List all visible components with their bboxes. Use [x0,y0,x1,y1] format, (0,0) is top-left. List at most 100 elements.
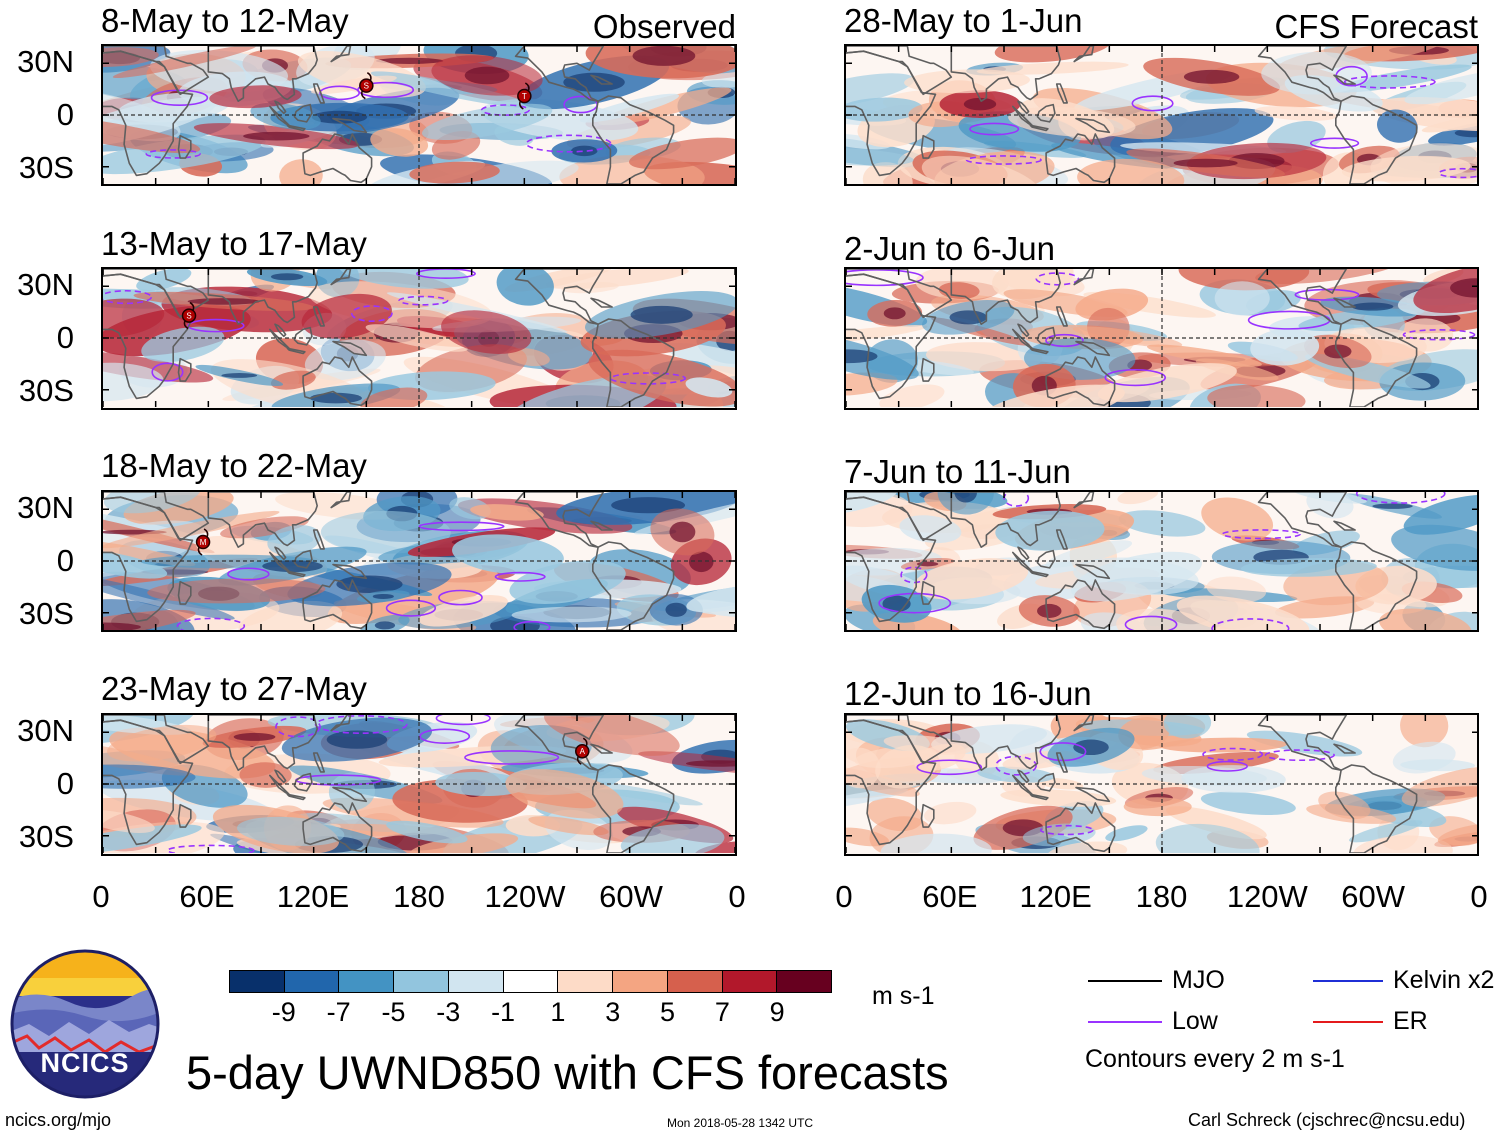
cyclone-letter: A [580,747,586,756]
latitude-label: 0 [56,97,74,132]
colorbar-tick-label: 7 [714,997,730,1027]
panel-title-fcst-1: 28-May to 1-Jun [844,2,1083,39]
tropical-cyclone-icon: M [195,528,211,556]
longitude-label: 120E [1019,879,1092,914]
colorbar-tick-label: -3 [436,997,461,1027]
anomaly-field [103,269,735,407]
colorbar-units: m s-1 [872,982,935,1010]
legend-kelvin-line [1313,980,1383,982]
colorbar-tick-label: 9 [769,997,785,1027]
longitude-label: 60W [1341,879,1406,914]
footer-url[interactable]: ncics.org/mjo [5,1110,112,1130]
colorbar-swatch [447,971,503,992]
legend-er-label: ER [1393,1007,1428,1035]
colorbar [229,970,832,993]
latitude-label: 0 [56,543,74,578]
legend-mjo-line [1088,980,1162,982]
logo-text: NCICS [40,1048,130,1078]
colorbar-swatch [338,971,394,992]
panel-title-obs-4: 23-May to 27-May [101,670,367,707]
coastlines [846,492,1418,630]
longitude-label: 0 [92,879,110,914]
map-panel-observed-4: A [101,713,737,856]
colorbar-tick-label: -7 [326,997,351,1027]
longitude-label: 0 [728,879,746,914]
main-title: 5-day UWND850 with CFS forecasts [186,1046,949,1099]
latitude-label: 30N [17,43,74,79]
colorbar-tick-label: -9 [271,997,296,1027]
u-wind-anomaly-map: S [103,269,735,407]
latitude-label: 30N [17,266,74,302]
longitude-label: 180 [393,879,445,914]
colorbar-tick-label: 3 [605,997,621,1027]
panel-title-obs-1: 8-May to 12-May [101,2,349,39]
low-frequency-contours [965,65,1477,179]
colorbar-tick-label: 1 [550,997,566,1027]
coastlines [103,492,675,630]
u-wind-anomaly-map: M [103,492,735,630]
anomaly-field [103,492,735,630]
observed-label: Observed [592,8,736,45]
latitude-label: 30S [18,150,74,186]
u-wind-anomaly-map [846,269,1477,407]
colorbar-swatch [721,971,777,992]
colorbar-swatch [776,971,832,992]
colorbar-swatch [666,971,722,992]
longitude-label: 0 [835,879,853,914]
cyclone-letter: S [186,312,191,321]
colorbar-swatch [283,971,339,992]
legend-er-line [1313,1021,1383,1023]
longitude-label: 0 [1470,879,1488,914]
longitude-label: 120E [276,879,350,914]
legend-low-label: Low [1172,1007,1218,1035]
latitude-label: 30S [18,373,74,409]
legend-mjo-label: MJO [1172,966,1225,994]
legend-contour-note: Contours every 2 m s-1 [1085,1045,1345,1073]
u-wind-anomaly-map: ST [103,46,735,184]
tropical-cyclone-icon: A [575,737,590,765]
colorbar-tick-label: -5 [381,997,406,1027]
coastlines [846,715,1418,853]
low-frequency-contours [846,269,1476,387]
colorbar-swatch [612,971,667,992]
tropical-cyclone-icon: S [359,72,374,100]
map-panel-forecast-3 [844,490,1479,632]
u-wind-anomaly-map [846,46,1477,184]
cyclone-letter: M [200,538,207,547]
forecast-label: CFS Forecast [1274,8,1478,45]
latitude-label: 30N [17,712,74,748]
anomaly-field [846,269,1477,407]
panel-title-obs-3: 18-May to 22-May [101,447,367,484]
latitude-label: 30S [18,596,74,632]
colorbar-swatch [230,971,284,992]
map-panel-forecast-4 [844,713,1479,856]
anomaly-field [103,46,735,184]
tropical-cyclone-icon: T [517,82,532,110]
map-panel-observed-2: S [101,267,737,410]
cyclone-letter: S [364,82,369,91]
longitude-label: 120W [1226,879,1308,914]
low-frequency-contours [103,269,687,385]
coastlines [846,46,1418,184]
longitude-label: 60E [179,879,235,914]
colorbar-swatch [393,971,448,992]
panel-title-fcst-3: 7-Jun to 11-Jun [844,453,1071,490]
u-wind-anomaly-map [846,715,1477,853]
map-panel-observed-3: M [101,490,737,632]
longitude-label: 120W [484,879,566,914]
coastlines [103,715,675,853]
legend-low-line [1088,1021,1162,1023]
low-frequency-contours [176,521,551,630]
longitude-label: 60W [599,879,663,914]
ncics-logo-icon [10,949,160,1099]
map-panel-forecast-2 [844,267,1479,410]
colorbar-swatch [557,971,613,992]
coastlines [103,46,675,184]
map-panel-forecast-1 [844,44,1479,186]
legend-kelvin-label: Kelvin x2 [1393,966,1495,994]
u-wind-anomaly-map [846,492,1477,630]
latitude-label: 0 [56,320,74,355]
latitude-label: 0 [56,766,74,801]
ncics-logo: NCICS [9,948,161,1100]
